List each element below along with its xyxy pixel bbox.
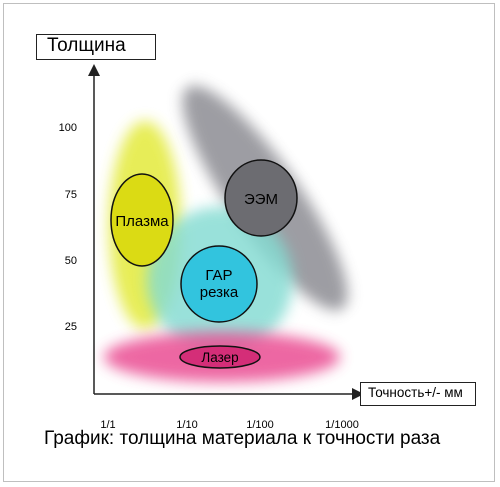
figure-frame — [3, 3, 495, 482]
y-tick-label: 50 — [65, 255, 77, 267]
series-label-plasma: Плазма — [115, 213, 169, 230]
x-tick-label: 1/100 — [246, 419, 274, 431]
series-label-gar-line2: резка — [200, 284, 239, 301]
chart-title: График: толщина материала к точности раз… — [44, 428, 441, 449]
y-axis-label: Толщина — [36, 34, 156, 60]
eem-marker — [224, 159, 298, 237]
x-tick-label: 1/1 — [100, 419, 115, 431]
gar-marker — [180, 245, 258, 323]
x-tick-label: 1/1000 — [325, 419, 359, 431]
y-tick-label: 75 — [65, 189, 77, 201]
y-tick-label: 100 — [59, 122, 77, 134]
x-tick-label: 1/10 — [176, 419, 197, 431]
plasma-marker — [110, 173, 174, 267]
series-label-laser: Лазер — [201, 350, 238, 365]
y-tick-label: 25 — [65, 321, 77, 333]
laser-marker — [179, 345, 261, 369]
x-axis-label: Точность+/- мм — [360, 382, 476, 406]
series-label-eem: ЭЭМ — [244, 191, 278, 208]
series-label-gar-line1: ГАР — [205, 267, 232, 284]
